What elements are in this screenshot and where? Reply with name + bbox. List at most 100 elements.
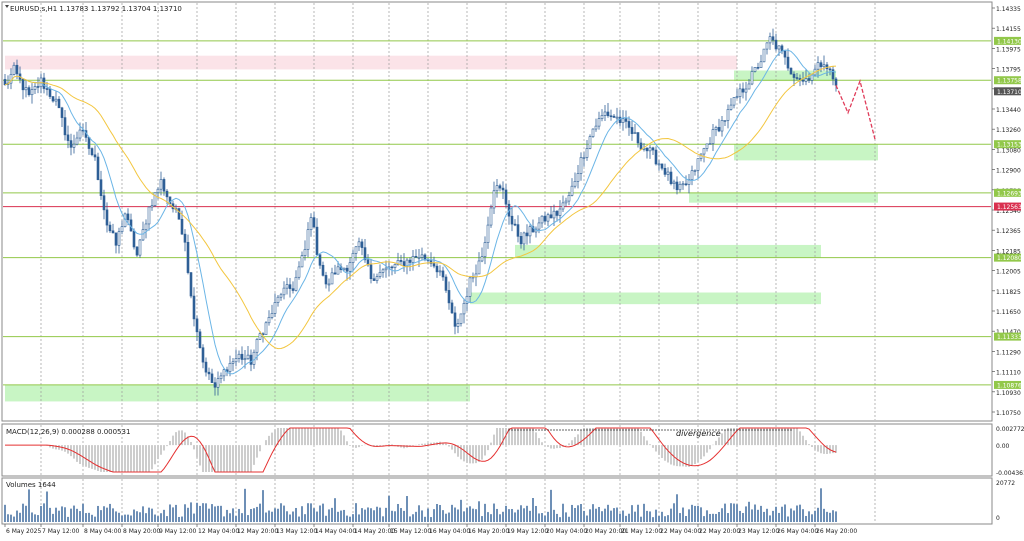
- candle-body: [411, 255, 415, 263]
- price-panel[interactable]: EURUSD.s,H1 1.13783 1.13792 1.13704 1.13…: [1, 1, 993, 422]
- candle-body: [603, 111, 607, 116]
- candle-body: [588, 136, 592, 149]
- candle-body: [420, 254, 424, 258]
- candle-body: [390, 266, 394, 269]
- candle-body: [441, 270, 445, 278]
- candle-body: [258, 333, 262, 340]
- candle-body: [804, 78, 808, 82]
- candle-body: [765, 42, 769, 50]
- candle-body: [120, 226, 124, 232]
- candle-body: [489, 207, 493, 226]
- macd-signal-line: [5, 427, 837, 473]
- candle-body: [555, 210, 559, 216]
- time-tick-label: 13 May 12:00: [276, 528, 317, 535]
- candle-body: [255, 339, 259, 353]
- candle-body: [228, 363, 232, 372]
- candle-body: [729, 104, 733, 110]
- macd-panel[interactable]: MACD(12,26,9) 0.000288 0.000531 divergen…: [1, 423, 993, 477]
- candle-body: [669, 171, 673, 184]
- candle-body: [321, 264, 325, 276]
- candle-body: [735, 96, 739, 98]
- price-tick-label: 1.11650: [996, 309, 1021, 316]
- price-tick-label: 1.11825: [996, 289, 1021, 296]
- candle-body: [333, 272, 337, 275]
- time-tick-label: 22 May 20:00: [699, 528, 740, 535]
- candle-body: [681, 183, 685, 186]
- support-zone: [734, 144, 878, 161]
- candle-body: [381, 269, 385, 273]
- time-tick-label: 6 May 2025: [6, 528, 41, 535]
- candle-body: [276, 296, 280, 303]
- candle-body: [612, 115, 616, 118]
- candle-body: [828, 68, 832, 71]
- candle-body: [375, 276, 379, 281]
- candle-body: [738, 88, 742, 97]
- candle-body: [147, 206, 151, 225]
- vertical-grid: [40, 3, 876, 420]
- candle-body: [360, 241, 364, 248]
- candle-body: [627, 121, 631, 128]
- candle-body: [786, 56, 790, 69]
- candle-body: [378, 272, 382, 277]
- time-tick-label: 14 May 20:00: [354, 528, 395, 535]
- price-tick-label: 1.11110: [996, 370, 1021, 377]
- price-axis: 1.143351.141551.139751.137951.136201.134…: [992, 6, 1022, 417]
- volumes-panel[interactable]: Volumes 1644: [1, 477, 993, 525]
- candle-body: [732, 97, 736, 106]
- candle-body: [552, 210, 556, 219]
- candle-body: [87, 137, 91, 149]
- candle-body: [834, 78, 838, 86]
- candle-body: [498, 185, 502, 189]
- candle-body: [711, 129, 715, 144]
- candle-body: [699, 153, 703, 159]
- candle-body: [132, 230, 136, 248]
- candle-body: [90, 148, 94, 156]
- candle-body: [624, 118, 628, 122]
- time-axis: 6 May 2025 7 May 12:00 8 May 04:00 8 May 20…: [4, 524, 857, 535]
- candle-body: [354, 246, 358, 254]
- candle-body: [234, 358, 238, 363]
- candle-body: [246, 354, 250, 360]
- candle-body: [540, 215, 544, 224]
- candle-body: [573, 180, 577, 187]
- time-tick-label: 21 May 12:00: [621, 528, 662, 535]
- candle-body: [567, 195, 571, 202]
- candle-body: [477, 260, 481, 275]
- candle-body: [438, 270, 442, 273]
- candle-body: [267, 317, 271, 324]
- candle-body: [165, 190, 169, 198]
- price-tick-label: 1.10930: [996, 390, 1021, 397]
- candle-body: [444, 276, 448, 291]
- support-zone: [5, 384, 470, 402]
- macd-title: MACD(12,26,9) 0.000288 0.000531: [6, 428, 130, 436]
- candle-body: [783, 50, 787, 58]
- level-price-tag: [994, 188, 1021, 197]
- candle-body: [216, 378, 220, 388]
- support-zone: [689, 192, 878, 203]
- ma-fast-line: [4, 49, 837, 375]
- candle-body: [159, 179, 163, 190]
- candle-body: [672, 181, 676, 184]
- candle-body: [600, 115, 604, 119]
- candle-body: [141, 229, 145, 241]
- candle-body: [525, 232, 529, 237]
- candle-body: [564, 200, 568, 204]
- candle-body: [513, 223, 517, 226]
- chevron-down-icon[interactable]: [5, 5, 9, 8]
- candle-body: [222, 369, 226, 377]
- candle-body: [408, 259, 412, 263]
- candle-body: [126, 213, 130, 221]
- candle-body: [639, 142, 643, 150]
- divergence-label: divergence: [676, 429, 721, 438]
- current-price-label: 1.13710: [997, 89, 1022, 96]
- candle-body: [21, 78, 25, 91]
- candle-body: [684, 183, 688, 186]
- candle-body: [36, 86, 40, 88]
- time-tick-label: 16 May 04:00: [429, 528, 470, 535]
- candle-body: [198, 331, 202, 349]
- candle-body: [180, 218, 184, 235]
- candle-body: [294, 276, 298, 291]
- time-tick-label: 7 May 12:00: [42, 528, 80, 535]
